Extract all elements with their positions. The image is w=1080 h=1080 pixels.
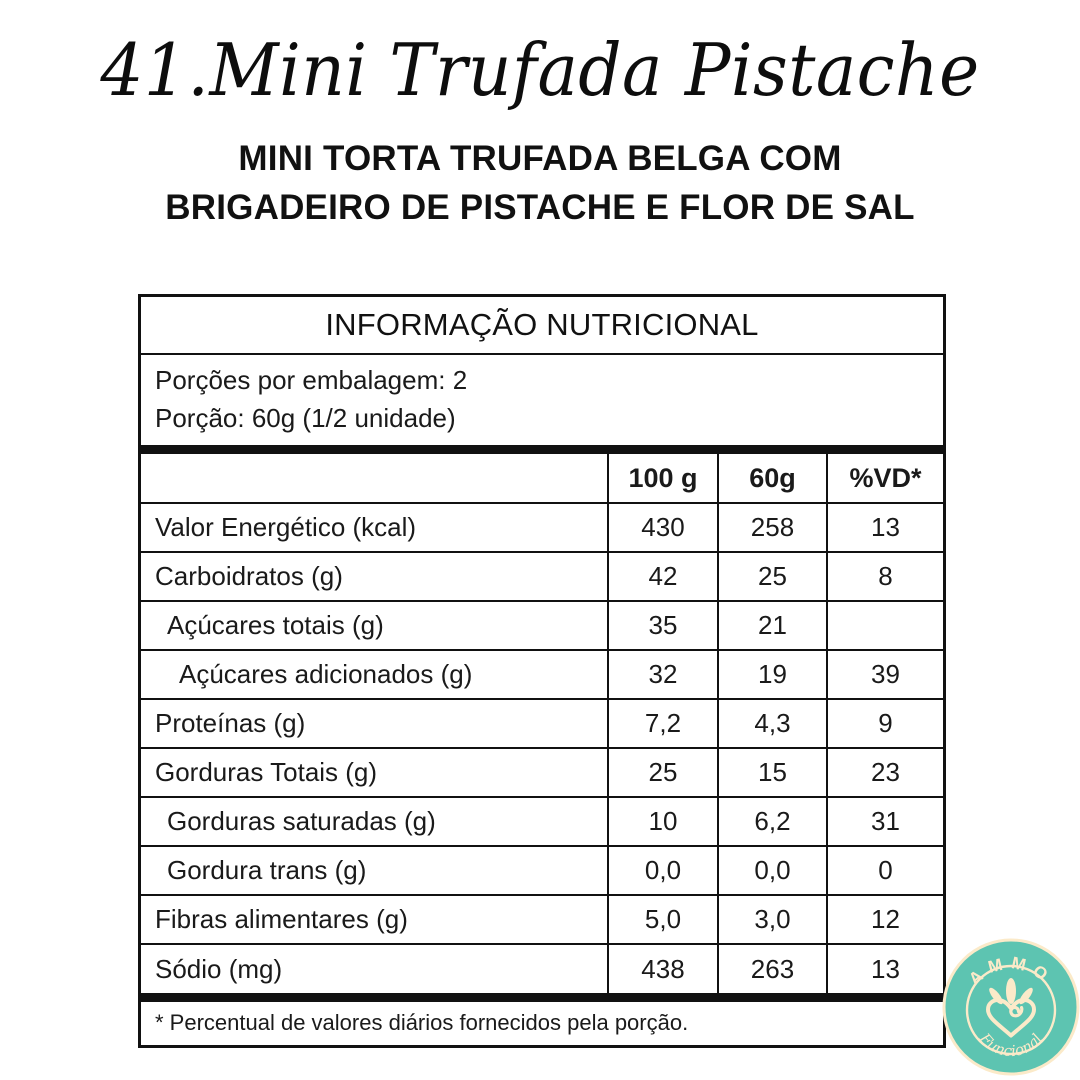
nutrition-table: 100 g 60g %VD* Valor Energético (kcal) 43… (141, 454, 943, 993)
nutrient-name: Gorduras saturadas (g) (141, 796, 608, 847)
nutrient-name: Valor Energético (kcal) (141, 502, 608, 553)
value-vd: 31 (826, 796, 943, 847)
table-row: Gorduras Totais (g) 25 15 23 (141, 747, 943, 798)
table-row: Valor Energético (kcal) 430 258 13 (141, 502, 943, 553)
nutrition-table-header-row: 100 g 60g %VD* (141, 454, 943, 504)
value-vd: 39 (826, 649, 943, 700)
nutrition-facts-title: INFORMAÇÃO NUTRICIONAL (141, 297, 943, 355)
column-header-nutrient (141, 454, 608, 504)
value-per-portion: 19 (717, 649, 827, 700)
value-per-portion: 263 (717, 943, 827, 993)
value-per-portion: 258 (717, 502, 827, 553)
value-per-100g: 42 (607, 551, 718, 602)
product-description-line-1: MINI TORTA TRUFADA BELGA COM (238, 139, 842, 178)
nutrient-name: Gordura trans (g) (141, 845, 608, 896)
value-per-portion: 21 (717, 600, 827, 651)
table-row: Proteínas (g) 7,2 4,3 9 (141, 698, 943, 749)
nutrition-facts-panel: INFORMAÇÃO NUTRICIONAL Porções por embal… (138, 294, 946, 1049)
value-vd: 0 (826, 845, 943, 896)
value-per-100g: 0,0 (607, 845, 718, 896)
nutrient-name: Sódio (mg) (141, 943, 608, 993)
value-per-portion: 6,2 (717, 796, 827, 847)
serving-info: Porções por embalagem: 2 Porção: 60g (1/… (141, 355, 943, 454)
value-vd: 23 (826, 747, 943, 798)
nutrient-name: Açúcares totais (g) (141, 600, 608, 651)
table-row: Açúcares adicionados (g) 32 19 39 (141, 649, 943, 700)
value-per-100g: 5,0 (607, 894, 718, 945)
value-per-portion: 3,0 (717, 894, 827, 945)
value-vd: 8 (826, 551, 943, 602)
column-header-per-portion: 60g (717, 454, 827, 504)
value-per-100g: 35 (607, 600, 718, 651)
nutrient-name: Carboidratos (g) (141, 551, 608, 602)
value-per-portion: 15 (717, 747, 827, 798)
vd-footnote: * Percentual de valores diários fornecid… (141, 993, 943, 1045)
table-row: Gorduras saturadas (g) 10 6,2 31 (141, 796, 943, 847)
column-header-vd: %VD* (826, 454, 943, 504)
table-row: Açúcares totais (g) 35 21 (141, 600, 943, 651)
value-vd (826, 600, 943, 651)
value-vd: 12 (826, 894, 943, 945)
logo-spiral-icon (1009, 1005, 1024, 1018)
value-per-100g: 10 (607, 796, 718, 847)
value-per-100g: 438 (607, 943, 718, 993)
value-per-100g: 7,2 (607, 698, 718, 749)
column-header-per-100g: 100 g (607, 454, 718, 504)
serving-size: Porção: 60g (1/2 unidade) (155, 403, 456, 433)
value-vd: 13 (826, 502, 943, 553)
nutrient-name: Açúcares adicionados (g) (141, 649, 608, 700)
nutrient-name: Proteínas (g) (141, 698, 608, 749)
value-vd: 13 (826, 943, 943, 993)
table-row: Fibras alimentares (g) 5,0 3,0 12 (141, 894, 943, 945)
nutrition-table-body: Valor Energético (kcal) 430 258 13 Carboidra… (141, 502, 943, 993)
value-vd: 9 (826, 698, 943, 749)
nutrient-name: Gorduras Totais (g) (141, 747, 608, 798)
product-description-line-2: BRIGADEIRO DE PISTACHE E FLOR DE SAL (165, 188, 915, 227)
servings-per-package: Porções por embalagem: 2 (155, 365, 468, 395)
value-per-100g: 25 (607, 747, 718, 798)
table-row: Gordura trans (g) 0,0 0,0 0 (141, 845, 943, 896)
table-row: Sódio (mg) 438 263 13 (141, 943, 943, 993)
nutrient-name: Fibras alimentares (g) (141, 894, 608, 945)
value-per-portion: 0,0 (717, 845, 827, 896)
logo-inner-ring (965, 964, 1057, 1056)
product-description: MINI TORTA TRUFADA BELGA COM BRIGADEIRO … (80, 134, 1000, 232)
value-per-portion: 25 (717, 551, 827, 602)
page-title: 41.Mini Trufada Pistache (100, 28, 980, 112)
table-row: Carboidratos (g) 42 25 8 (141, 551, 943, 602)
value-per-100g: 430 (607, 502, 718, 553)
value-per-100g: 32 (607, 649, 718, 700)
value-per-portion: 4,3 (717, 698, 827, 749)
ammo-funcional-logo: AMMO Funcional (942, 938, 1080, 1076)
